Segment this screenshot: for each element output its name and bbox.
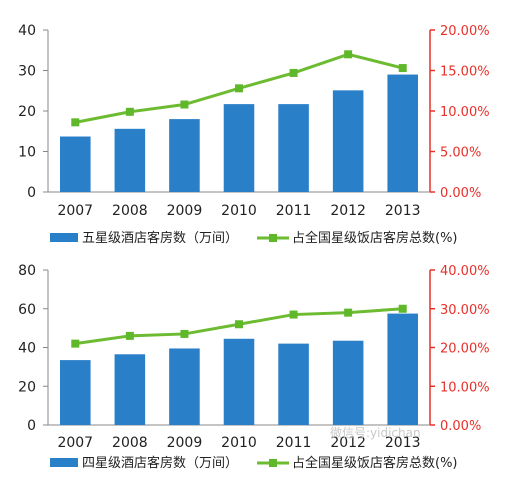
- chart1-bar: [223, 104, 255, 192]
- chart2-left-tick-label: 40: [18, 341, 36, 357]
- chart2-legend-line-label: 占全国星级饭店客房总数(%): [292, 455, 458, 471]
- chart1-category-label: 2012: [330, 203, 366, 219]
- chart1-line-marker: [71, 118, 80, 127]
- chart1-legend-line-label: 占全国星级饭店客房总数(%): [292, 230, 458, 246]
- chart2-bar: [60, 360, 91, 425]
- chart1-line-marker: [125, 107, 134, 116]
- chart1-line-marker: [289, 68, 298, 77]
- chart1-bar: [332, 90, 364, 192]
- chart2-right-tick-label: 20.00%: [440, 342, 490, 357]
- chart1-line-marker: [180, 100, 189, 109]
- chart2-category-label: 2007: [57, 435, 93, 451]
- chart2-line-marker: [71, 339, 80, 348]
- chart1-line-marker: [235, 84, 243, 93]
- chart2-category-label: 2011: [276, 435, 312, 451]
- chart1-line-marker: [344, 50, 353, 59]
- chart1-bar: [278, 104, 309, 192]
- chart1-left-tick-label: 0: [27, 185, 36, 201]
- chart2-category-label: 2013: [385, 435, 421, 451]
- chart2-line-marker: [289, 310, 298, 319]
- chart1-category-label: 2009: [167, 203, 203, 219]
- watermark-text: 微信号:yidichan: [330, 426, 421, 440]
- chart1-category-label: 2010: [221, 203, 257, 219]
- chart2-category-label: 2009: [167, 435, 203, 451]
- chart2-left-tick-label: 60: [18, 302, 36, 318]
- chart1-left-tick-label: 30: [18, 64, 36, 80]
- chart2-line-marker: [235, 320, 243, 329]
- chart2-legend-line-marker: [269, 459, 277, 467]
- chart2-line-marker: [125, 331, 134, 340]
- chart1-right-tick-label: 20.00%: [440, 24, 490, 39]
- chart1-right-tick-label: 10.00%: [440, 105, 490, 120]
- chart1-right-tick-label: 15.00%: [440, 65, 490, 80]
- chart1-legend-bar-label: 五星级酒店客房数（万间）: [82, 230, 238, 246]
- chart2-line-marker: [398, 304, 407, 313]
- chart2-category-label: 2008: [112, 435, 148, 451]
- chart1-bar: [114, 128, 146, 192]
- chart2-bar: [223, 338, 255, 425]
- chart2-legend-bar-swatch: [50, 458, 78, 467]
- chart2-left-tick-label: 0: [27, 418, 36, 434]
- chart2-bar: [332, 340, 364, 425]
- chart2-bar: [169, 348, 200, 425]
- chart1-legend-line-marker: [269, 234, 277, 242]
- chart1-category-label: 2008: [112, 203, 148, 219]
- chart2-left-tick-label: 80: [18, 263, 36, 279]
- chart2-category-label: 2010: [221, 435, 257, 451]
- chart2-category-label: 2012: [330, 435, 366, 451]
- chart1-right-tick-label: 0.00%: [440, 186, 481, 201]
- chart1-left-tick-label: 10: [18, 145, 36, 161]
- chart2-bar: [278, 343, 309, 425]
- chart2-line-marker: [344, 308, 353, 317]
- chart2-left-tick-label: 20: [18, 379, 36, 395]
- chart1-category-label: 2011: [276, 203, 312, 219]
- chart2-bar: [387, 313, 418, 425]
- chart1-right-tick-label: 5.00%: [440, 146, 481, 161]
- chart2-line-marker: [180, 329, 189, 338]
- chart1-category-label: 2013: [385, 203, 421, 219]
- chart1-bar: [60, 136, 91, 192]
- chart1-left-tick-label: 20: [18, 104, 36, 120]
- chart1-line-marker: [398, 64, 407, 73]
- chart2-right-tick-label: 30.00%: [440, 303, 490, 318]
- chart1-left-tick-label: 40: [18, 23, 36, 39]
- chart2-bar: [114, 354, 146, 425]
- chart1-legend-bar-swatch: [50, 233, 78, 242]
- chart1-bar: [387, 74, 418, 192]
- chart2-right-tick-label: 0.00%: [440, 419, 481, 434]
- chart2-right-tick-label: 40.00%: [440, 264, 490, 279]
- chart1-category-label: 2007: [57, 203, 93, 219]
- chart1-bar: [169, 119, 200, 192]
- chart2-legend-bar-label: 四星级酒店客房数（万间）: [82, 455, 238, 471]
- chart2-right-tick-label: 10.00%: [440, 380, 490, 395]
